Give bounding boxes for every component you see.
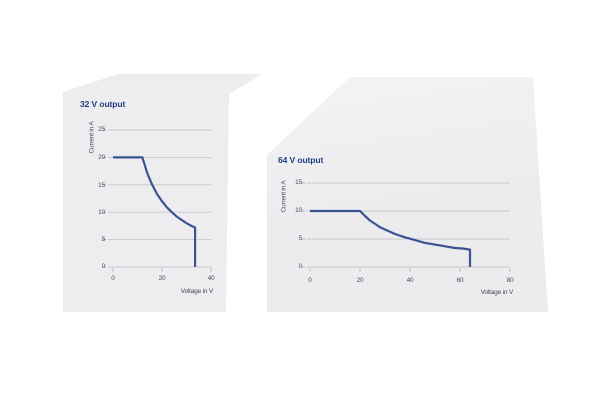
output-characteristic-curve <box>113 156 197 267</box>
chart-panel-32v: 32 V output Current in A 25 20 15 10 5 0… <box>63 74 262 312</box>
y-tick-label: 15 <box>295 179 302 186</box>
chart-panel-64v: 64 V output Current in A 15 10 5 0 0 20 … <box>267 77 548 312</box>
y-tick-label: 5 <box>101 236 106 243</box>
x-tick-label: 20 <box>158 275 166 282</box>
x-tick-label: 40 <box>406 277 414 284</box>
y-tick-label: 0 <box>298 263 303 270</box>
output-characteristic-curve <box>310 209 472 267</box>
y-tick-label: 5 <box>298 235 303 242</box>
y-axis-label-32v: Current in A <box>88 121 96 154</box>
x-axis-label-64v: Voltage in V <box>480 289 513 296</box>
y-tick-label: 20 <box>98 154 105 161</box>
x-tick-label: 0 <box>308 277 312 284</box>
y-tick-label: 25 <box>98 126 105 133</box>
x-tick-label: 40 <box>207 275 215 282</box>
y-tick-label: 10 <box>98 209 105 216</box>
y-tick-label: 0 <box>101 263 106 270</box>
chart-title-64v: 64 V output <box>278 155 324 165</box>
x-tick-label: 0 <box>111 275 115 282</box>
line-chart-64v <box>302 182 511 272</box>
x-tick-label: 60 <box>456 277 464 284</box>
x-axis-label-32v: Voltage in V <box>180 288 213 295</box>
x-tick-label: 20 <box>356 277 364 284</box>
chart-title-32v: 32 V output <box>80 99 126 109</box>
y-tick-label: 15 <box>98 182 105 189</box>
x-tick-label: 80 <box>506 277 514 284</box>
line-chart-32v <box>103 129 212 272</box>
y-tick-label: 10 <box>295 207 302 214</box>
